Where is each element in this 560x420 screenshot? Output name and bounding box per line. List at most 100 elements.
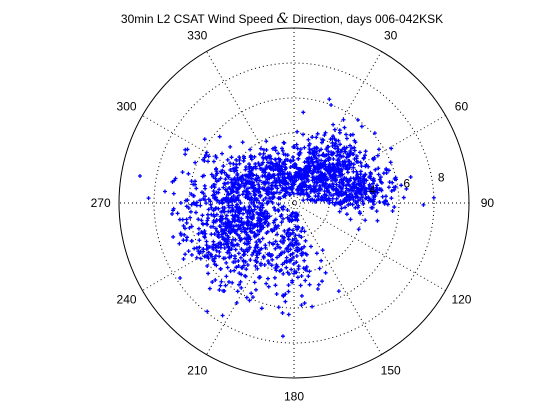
data-point (227, 205, 232, 210)
data-point (250, 230, 255, 235)
data-point (175, 211, 180, 216)
data-point (285, 207, 290, 212)
data-point (226, 235, 231, 240)
data-point (319, 147, 324, 152)
data-point (375, 218, 380, 223)
chart-title: 30min L2 CSAT Wind Speed & Direction, da… (121, 11, 443, 27)
data-point (204, 150, 209, 155)
data-point (273, 148, 278, 153)
data-point (278, 183, 283, 188)
data-point (298, 283, 303, 288)
data-point (261, 147, 266, 152)
data-point (217, 200, 222, 205)
data-point (240, 192, 245, 197)
data-point (171, 191, 176, 196)
data-point (257, 275, 262, 280)
data-point (343, 163, 348, 168)
data-point (331, 150, 336, 155)
data-point (285, 153, 290, 158)
data-point (316, 153, 321, 158)
data-point (295, 129, 300, 134)
data-point (249, 155, 254, 160)
data-point (377, 177, 382, 182)
data-point (321, 160, 326, 165)
data-point (293, 162, 298, 167)
data-point (181, 257, 186, 262)
data-point (286, 181, 291, 186)
data-point (354, 201, 359, 206)
data-point (234, 162, 239, 167)
radius-gridline (153, 62, 435, 344)
data-point (363, 164, 368, 169)
data-point (378, 175, 383, 180)
data-point (274, 190, 279, 195)
data-point (319, 158, 324, 163)
data-point (245, 196, 250, 201)
data-point (379, 180, 384, 185)
data-point (264, 215, 269, 220)
data-point (238, 176, 243, 181)
data-point (237, 211, 242, 216)
data-point (323, 167, 328, 172)
data-point (193, 210, 198, 215)
data-point (220, 168, 225, 173)
data-point (270, 229, 275, 234)
data-point (237, 158, 242, 163)
data-point (231, 161, 236, 166)
data-point (302, 258, 307, 263)
data-point (146, 196, 151, 201)
data-point (349, 161, 354, 166)
data-point (265, 229, 270, 234)
data-point (235, 171, 240, 176)
data-point (290, 155, 295, 160)
data-point (221, 242, 226, 247)
data-point (331, 187, 336, 192)
data-point (304, 156, 309, 161)
data-point (241, 211, 246, 216)
data-point (194, 186, 199, 191)
data-point (363, 149, 368, 154)
data-point (276, 202, 281, 207)
data-point (295, 245, 300, 250)
data-point (321, 180, 326, 185)
data-point (338, 185, 343, 190)
data-point (297, 187, 302, 192)
data-point (408, 174, 413, 179)
data-point (203, 153, 208, 158)
data-point (342, 145, 347, 150)
data-point (235, 289, 240, 294)
data-point (286, 249, 291, 254)
data-point (339, 206, 344, 211)
data-point (273, 265, 278, 270)
data-point (299, 247, 304, 252)
data-points (137, 97, 436, 339)
data-point (201, 247, 206, 252)
data-point (226, 245, 231, 250)
data-point (316, 167, 321, 172)
data-point (205, 309, 210, 314)
data-point (242, 241, 247, 246)
data-point (342, 125, 347, 130)
data-point (230, 203, 235, 208)
data-point (300, 250, 305, 255)
data-point (221, 164, 226, 169)
data-point (240, 265, 245, 270)
data-point (253, 287, 258, 292)
data-point (229, 155, 234, 160)
data-point (352, 138, 357, 143)
data-point (236, 251, 241, 256)
data-point (361, 201, 366, 206)
data-point (257, 200, 262, 205)
data-point (163, 189, 168, 194)
data-point (247, 197, 252, 202)
data-point (285, 215, 290, 220)
data-point (354, 169, 359, 174)
data-point (314, 183, 319, 188)
data-point (309, 197, 314, 202)
data-point (237, 236, 242, 241)
data-point (222, 209, 227, 214)
data-point (198, 198, 203, 203)
data-point (278, 245, 283, 250)
data-point (357, 190, 362, 195)
data-point (273, 283, 278, 288)
